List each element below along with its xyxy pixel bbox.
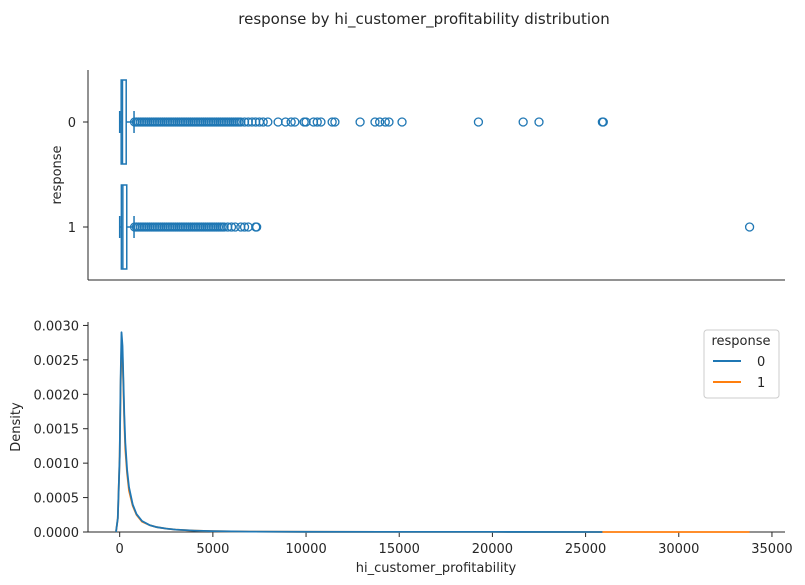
density-panel: 0 5000 10000 15000 20000 25000 30000 35000 0.000… [9, 319, 793, 576]
outlier-point [397, 117, 407, 127]
outlier-point [355, 117, 365, 127]
density-line-0 [115, 331, 603, 533]
x-tick-label: 30000 [658, 542, 699, 557]
outlier-point [598, 117, 608, 127]
y-tick-label: 0.0000 [34, 526, 80, 541]
outlier-point [330, 117, 340, 127]
y-tick-label: 0.0010 [34, 457, 80, 472]
boxplot-ylabel: response [50, 145, 65, 204]
y-tick-label: 0.0020 [34, 388, 80, 403]
outlier-point [518, 117, 528, 127]
density-lines [115, 331, 750, 533]
outlier-point [473, 117, 484, 127]
outlier-point [370, 117, 380, 127]
outlier-point [230, 222, 240, 232]
density-ticks: 0 5000 10000 15000 20000 25000 30000 35000 0.000… [34, 319, 793, 557]
figure-title: response by hi_customer_profitability di… [238, 10, 609, 29]
outlier-point [273, 117, 283, 127]
x-tick-label: 35000 [751, 542, 792, 557]
x-tick-label: 10000 [285, 542, 326, 557]
outlier-point [534, 117, 544, 127]
legend-label-0: 0 [757, 355, 765, 370]
x-tick-label: 20000 [472, 542, 513, 557]
outlier-point [384, 117, 394, 127]
outlier-point [312, 117, 322, 127]
y-tick-label: 0.0015 [34, 423, 80, 438]
x-tick-label: 15000 [379, 542, 420, 557]
density-line-1 [115, 345, 750, 533]
outlier-point [286, 117, 296, 127]
legend: response 0 1 [703, 329, 780, 399]
legend-title: response [711, 334, 770, 349]
y-tick-label: 0.0025 [34, 354, 80, 369]
outlier-point [239, 222, 250, 232]
outlier-point [744, 222, 755, 232]
outlier-point [316, 117, 326, 127]
outlier-point [226, 222, 237, 232]
outlier-point [280, 117, 291, 127]
boxplot-ytick-label-1: 1 [68, 221, 76, 236]
boxplot-ytick-label-0: 0 [68, 116, 76, 131]
outlier-point [258, 117, 268, 127]
x-tick-label: 0 [116, 542, 124, 557]
outlier-point [263, 117, 273, 127]
outlier-point [290, 117, 300, 127]
density-xlabel: hi_customer_profitability [356, 561, 517, 576]
boxplot-marks [118, 79, 755, 270]
y-tick-label: 0.0030 [34, 319, 80, 334]
legend-label-1: 1 [757, 376, 765, 391]
x-tick-label: 25000 [565, 542, 606, 557]
outlier-point [375, 117, 385, 127]
outlier-point [327, 117, 337, 127]
y-tick-label: 0.0005 [34, 492, 80, 507]
boxplot-panel: response 0 1 [50, 70, 785, 281]
density-ylabel: Density [9, 402, 24, 452]
outlier-point [380, 117, 390, 127]
outlier-point [252, 222, 262, 232]
x-tick-label: 5000 [196, 542, 229, 557]
